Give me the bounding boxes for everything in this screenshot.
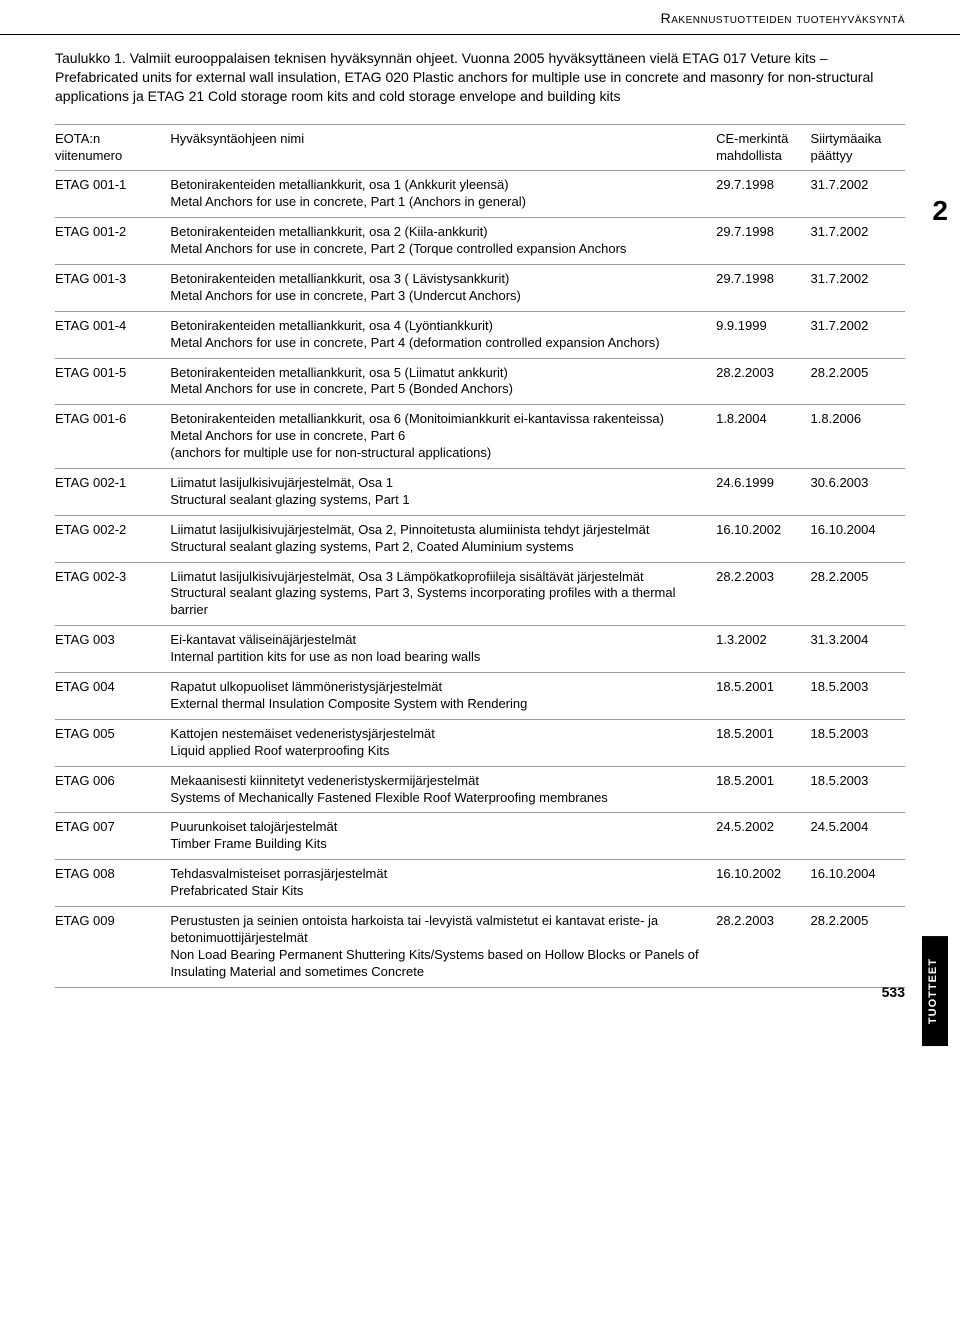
- cell: 1.3.2002: [716, 626, 810, 672]
- cell: 18.5.2003: [811, 673, 905, 719]
- cell: Betonirakenteiden metalliankkurit, osa 4…: [170, 311, 716, 357]
- cell: 16.10.2002: [716, 515, 810, 561]
- cell: ETAG 001-5: [55, 358, 170, 404]
- cell: 31.7.2002: [811, 265, 905, 311]
- header-cell: EOTA:n viitenumero: [55, 124, 170, 170]
- cell: ETAG 006: [55, 766, 170, 812]
- cell: Betonirakenteiden metalliankkurit, osa 6…: [170, 405, 716, 468]
- cell: 24.5.2002: [716, 813, 810, 859]
- cell: ETAG 001-4: [55, 311, 170, 357]
- cell: 18.5.2001: [716, 766, 810, 812]
- table-row: ETAG 001-1Betonirakenteiden metalliankku…: [55, 171, 905, 217]
- cell: 31.7.2002: [811, 218, 905, 264]
- cell: 24.6.1999: [716, 469, 810, 515]
- table-row: ETAG 001-6Betonirakenteiden metalliankku…: [55, 405, 905, 468]
- cell: Betonirakenteiden metalliankkurit, osa 3…: [170, 265, 716, 311]
- cell: 16.10.2004: [811, 860, 905, 906]
- cell: 1.8.2006: [811, 405, 905, 468]
- side-tab-label: TUOTTEET: [922, 936, 948, 1046]
- cell: 18.5.2003: [811, 766, 905, 812]
- cell: ETAG 002-3: [55, 562, 170, 625]
- cell: ETAG 002-2: [55, 515, 170, 561]
- table-row: ETAG 005Kattojen nestemäiset vedeneristy…: [55, 719, 905, 765]
- table-row: ETAG 002-3Liimatut lasijulkisivujärjeste…: [55, 562, 905, 625]
- table-row: ETAG 007Puurunkoiset talojärjestelmät Ti…: [55, 813, 905, 859]
- cell: ETAG 001-3: [55, 265, 170, 311]
- cell: 29.7.1998: [716, 218, 810, 264]
- header-cell: CE-merkintä mahdollista: [716, 124, 810, 170]
- cell: ETAG 004: [55, 673, 170, 719]
- cell: ETAG 009: [55, 906, 170, 986]
- cell: ETAG 001-6: [55, 405, 170, 468]
- cell: 28.2.2005: [811, 906, 905, 986]
- cell: 1.8.2004: [716, 405, 810, 468]
- cell: 16.10.2004: [811, 515, 905, 561]
- cell: 9.9.1999: [716, 311, 810, 357]
- cell: 16.10.2002: [716, 860, 810, 906]
- table-row: ETAG 004Rapatut ulkopuoliset lämmönerist…: [55, 673, 905, 719]
- table-row: ETAG 003Ei-kantavat väliseinäjärjestelmä…: [55, 626, 905, 672]
- cell: 28.2.2003: [716, 906, 810, 986]
- table-header-row: EOTA:n viitenumeroHyväksyntäohjeen nimiC…: [55, 124, 905, 170]
- cell: 28.2.2003: [716, 562, 810, 625]
- page-number: 533: [882, 984, 905, 1000]
- cell: ETAG 002-1: [55, 469, 170, 515]
- table-row: ETAG 001-2Betonirakenteiden metalliankku…: [55, 218, 905, 264]
- table-row: ETAG 008Tehdasvalmisteiset porrasjärjest…: [55, 860, 905, 906]
- cell: 24.5.2004: [811, 813, 905, 859]
- cell: Liimatut lasijulkisivujärjestelmät, Osa …: [170, 515, 716, 561]
- cell: Mekaanisesti kiinnitetyt vedeneristysker…: [170, 766, 716, 812]
- cell: 18.5.2001: [716, 673, 810, 719]
- cell: ETAG 003: [55, 626, 170, 672]
- approval-table: EOTA:n viitenumeroHyväksyntäohjeen nimiC…: [55, 124, 905, 988]
- table-row: ETAG 006Mekaanisesti kiinnitetyt vedener…: [55, 766, 905, 812]
- cell: 30.6.2003: [811, 469, 905, 515]
- intro-paragraph: Taulukko 1. Valmiit eurooppalaisen tekni…: [0, 49, 960, 106]
- cell: ETAG 007: [55, 813, 170, 859]
- cell: 31.7.2002: [811, 311, 905, 357]
- section-number-tab: 2: [932, 195, 948, 227]
- cell: Betonirakenteiden metalliankkurit, osa 5…: [170, 358, 716, 404]
- cell: Tehdasvalmisteiset porrasjärjestelmät Pr…: [170, 860, 716, 906]
- cell: ETAG 008: [55, 860, 170, 906]
- table-row: ETAG 001-5Betonirakenteiden metalliankku…: [55, 358, 905, 404]
- header-cell: Siirtymäaika päättyy: [811, 124, 905, 170]
- table-row: ETAG 001-4Betonirakenteiden metalliankku…: [55, 311, 905, 357]
- page-header: Rakennustuotteiden tuotehyväksyntä: [0, 0, 960, 35]
- table-container: EOTA:n viitenumeroHyväksyntäohjeen nimiC…: [0, 124, 960, 988]
- cell: ETAG 001-2: [55, 218, 170, 264]
- cell: ETAG 001-1: [55, 171, 170, 217]
- cell: Ei-kantavat väliseinäjärjestelmät Intern…: [170, 626, 716, 672]
- cell: 31.3.2004: [811, 626, 905, 672]
- cell: 18.5.2003: [811, 719, 905, 765]
- cell: Puurunkoiset talojärjestelmät Timber Fra…: [170, 813, 716, 859]
- cell: Liimatut lasijulkisivujärjestelmät, Osa …: [170, 562, 716, 625]
- cell: 29.7.1998: [716, 171, 810, 217]
- cell: 28.2.2005: [811, 562, 905, 625]
- cell: 18.5.2001: [716, 719, 810, 765]
- cell: Perustusten ja seinien ontoista harkoist…: [170, 906, 716, 986]
- table-row: ETAG 009Perustusten ja seinien ontoista …: [55, 906, 905, 986]
- table-row: ETAG 002-1Liimatut lasijulkisivujärjeste…: [55, 469, 905, 515]
- cell: Betonirakenteiden metalliankkurit, osa 1…: [170, 171, 716, 217]
- cell: Kattojen nestemäiset vedeneristysjärjest…: [170, 719, 716, 765]
- cell: 29.7.1998: [716, 265, 810, 311]
- cell: 28.2.2003: [716, 358, 810, 404]
- header-cell: Hyväksyntäohjeen nimi: [170, 124, 716, 170]
- cell: 31.7.2002: [811, 171, 905, 217]
- cell: Rapatut ulkopuoliset lämmöneristysjärjes…: [170, 673, 716, 719]
- table-row: ETAG 002-2Liimatut lasijulkisivujärjeste…: [55, 515, 905, 561]
- table-row: ETAG 001-3Betonirakenteiden metalliankku…: [55, 265, 905, 311]
- cell: ETAG 005: [55, 719, 170, 765]
- cell: Liimatut lasijulkisivujärjestelmät, Osa …: [170, 469, 716, 515]
- cell: 28.2.2005: [811, 358, 905, 404]
- cell: Betonirakenteiden metalliankkurit, osa 2…: [170, 218, 716, 264]
